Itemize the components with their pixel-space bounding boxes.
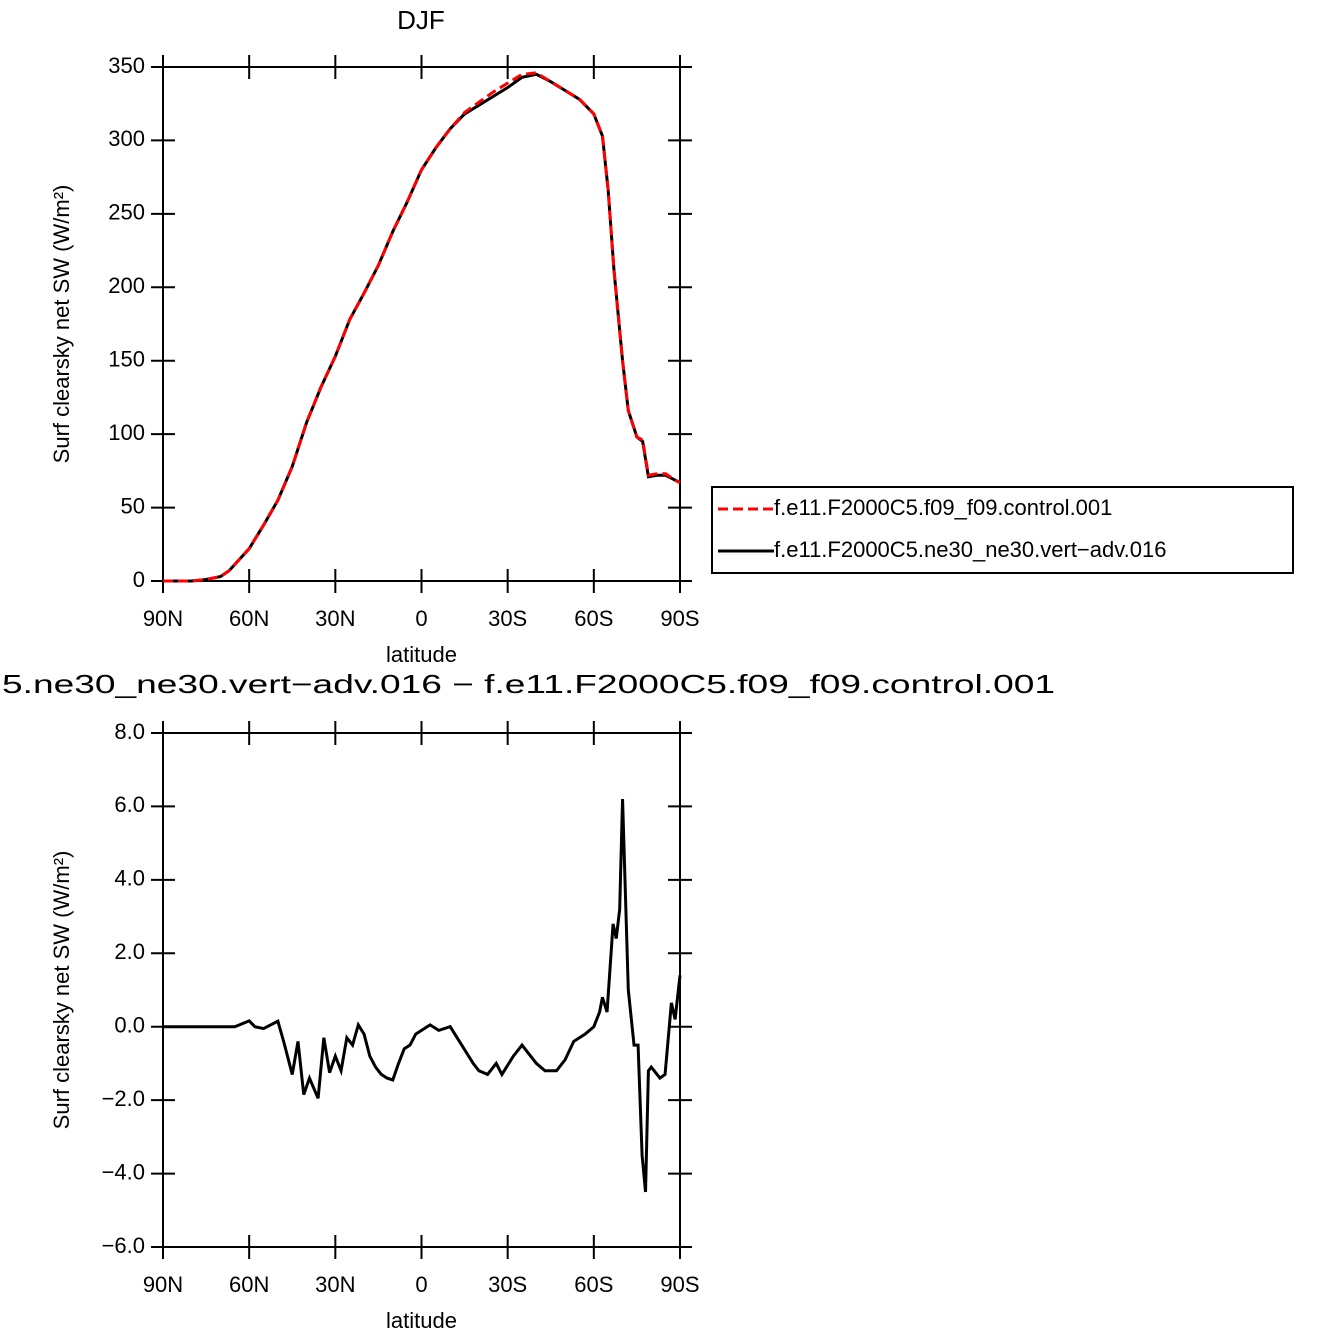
y-tick-label: 300 xyxy=(108,126,145,151)
y-tick-label: 8.0 xyxy=(114,719,145,744)
x-axis-label: latitude xyxy=(386,1308,457,1333)
y-tick-label: −4.0 xyxy=(102,1159,145,1184)
y-tick-label: 100 xyxy=(108,420,145,445)
y-tick-label: 4.0 xyxy=(114,866,145,891)
y-tick-label: 50 xyxy=(121,493,145,518)
x-tick-label: 60N xyxy=(229,1272,269,1297)
y-tick-label: 150 xyxy=(108,347,145,372)
x-tick-label: 60N xyxy=(229,606,269,631)
x-axis-label: latitude xyxy=(386,642,457,667)
y-tick-label: 350 xyxy=(108,53,145,78)
x-tick-label: 30N xyxy=(315,1272,355,1297)
chart-title: 5.ne30_ne30.vert−adv.016 − f.e11.F2000C5… xyxy=(2,669,1055,699)
y-axis-label: Surf clearsky net SW (W/m²) xyxy=(49,185,74,464)
plot-frame xyxy=(162,732,681,1248)
y-tick-label: 6.0 xyxy=(114,792,145,817)
chart-title: DJF xyxy=(397,5,445,35)
y-tick-label: −2.0 xyxy=(102,1086,145,1111)
x-tick-label: 90S xyxy=(660,1272,699,1297)
data-line xyxy=(163,72,681,583)
y-tick-label: −6.0 xyxy=(102,1233,145,1258)
x-tick-label: 90N xyxy=(143,606,183,631)
x-tick-label: 90S xyxy=(660,606,699,631)
legend-box xyxy=(711,486,1294,574)
x-tick-label: 60S xyxy=(574,606,613,631)
x-tick-label: 0 xyxy=(415,1272,427,1297)
x-tick-label: 30S xyxy=(488,606,527,631)
x-tick-label: 60S xyxy=(574,1272,613,1297)
y-tick-label: 0 xyxy=(133,567,145,592)
data-line xyxy=(163,799,682,1193)
legend-label: f.e11.F2000C5.f09_f09.control.001 xyxy=(774,495,1112,520)
x-tick-label: 30N xyxy=(315,606,355,631)
x-tick-label: 30S xyxy=(488,1272,527,1297)
y-tick-label: 0.0 xyxy=(114,1013,145,1038)
x-tick-label: 0 xyxy=(415,606,427,631)
x-tick-label: 90N xyxy=(143,1272,183,1297)
y-axis-label: Surf clearsky net SW (W/m²) xyxy=(49,851,74,1130)
y-tick-label: 250 xyxy=(108,200,145,225)
y-tick-label: 2.0 xyxy=(114,939,145,964)
legend-label: f.e11.F2000C5.ne30_ne30.vert−adv.016 xyxy=(774,537,1166,562)
y-tick-label: 200 xyxy=(108,273,145,298)
